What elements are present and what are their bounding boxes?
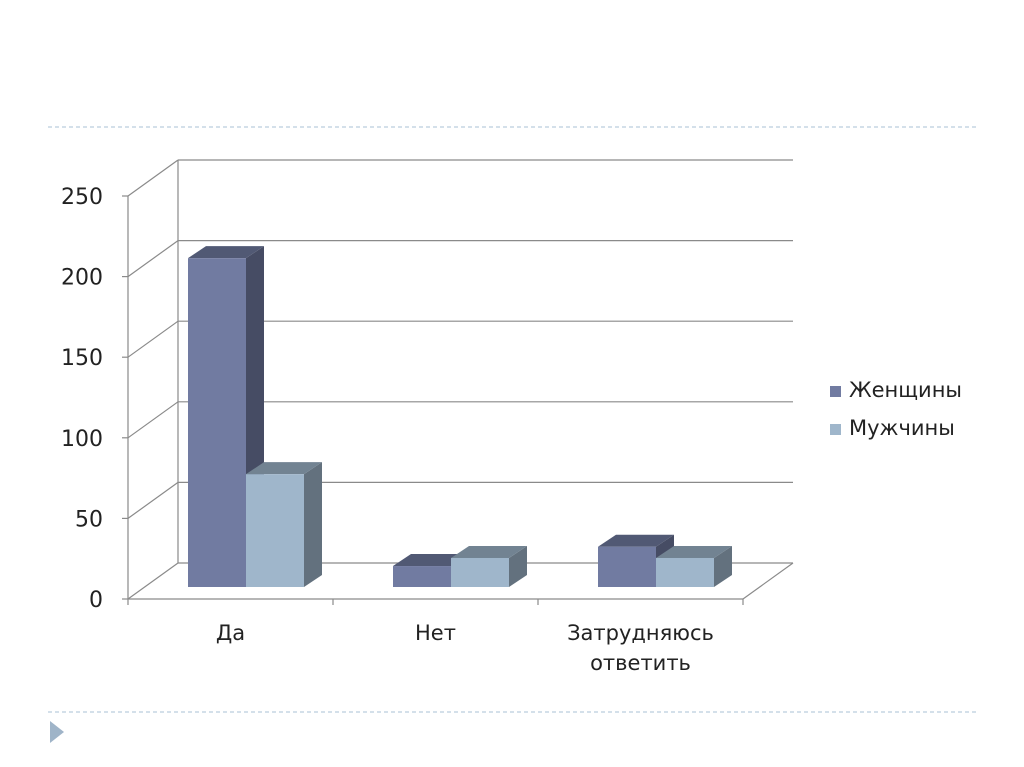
x-tick-label: Нет (415, 621, 456, 645)
gridline-side (127, 159, 179, 197)
y-tick-label: 150 (61, 346, 103, 371)
y-tick-label: 200 (61, 266, 103, 291)
bar (188, 258, 246, 587)
y-tick-label: 50 (75, 507, 103, 532)
y-tick-label: 0 (89, 588, 103, 613)
chart-legend: Женщины Мужчины (830, 378, 962, 440)
bar (451, 557, 509, 587)
bar-top (451, 545, 527, 558)
bar-top (656, 545, 732, 558)
legend-label: Мужчины (849, 416, 955, 440)
legend-swatch (830, 386, 841, 397)
gridline-side (127, 481, 179, 519)
triangle-right-icon (50, 721, 64, 743)
chart-labels: 0 50 100 150 200 250 Да Нет Затрудняюсь ответить (61, 185, 714, 675)
gridline-side (127, 240, 179, 278)
gridline-side (127, 320, 179, 358)
bar-side (304, 462, 322, 587)
y-tick-label: 250 (61, 185, 103, 210)
legend-label: Женщины (849, 378, 962, 402)
y-tick-label: 100 (61, 427, 103, 452)
x-tick-label: Да (216, 621, 245, 645)
bar (598, 546, 656, 587)
bar-top (393, 554, 469, 567)
bar (656, 557, 714, 587)
bar (393, 566, 451, 587)
gridline-side (127, 562, 179, 600)
bar-side (509, 545, 527, 587)
bar-top (246, 462, 322, 475)
chart-axes (122, 160, 794, 605)
legend-swatch (830, 424, 841, 435)
chart-bars (188, 246, 732, 588)
bar (246, 474, 304, 587)
x-tick-label: Затрудняюсь ответить (567, 621, 714, 675)
gridline-side (127, 401, 179, 439)
bar-top (598, 534, 674, 547)
floor-edge (742, 562, 794, 600)
bar-top (188, 246, 264, 259)
bar-side (714, 545, 732, 587)
